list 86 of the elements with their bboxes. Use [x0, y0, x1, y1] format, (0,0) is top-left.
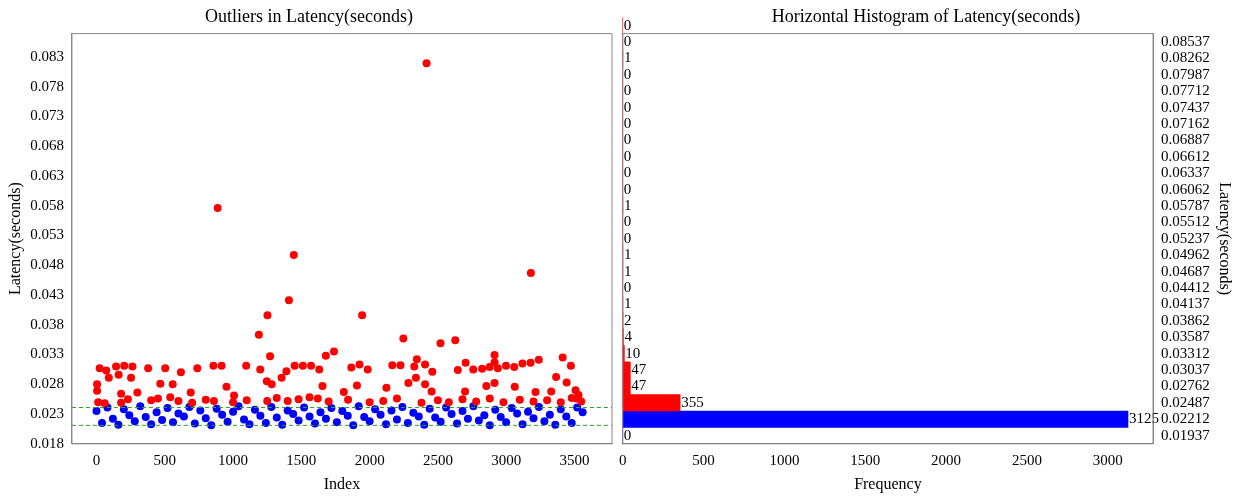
y-tick-label: 0.028 [30, 375, 64, 392]
y-tick-label: 0.03037 [1161, 360, 1211, 377]
data-label: 0 [623, 33, 632, 50]
y-tick-label: 0.03862 [1161, 311, 1210, 328]
y-tick-label: 0.058 [30, 196, 64, 213]
y-tick-label: 0.048 [30, 256, 64, 273]
y-tick-label: 0.08262 [1161, 49, 1210, 66]
x-tick-label: 3000 [491, 451, 522, 468]
y-tick-label: 0.02487 [1161, 393, 1211, 410]
x-axis-title: Frequency [854, 474, 922, 493]
y-tick-label: 0.06612 [1161, 147, 1210, 164]
y-tick-label: 0.018 [30, 434, 64, 451]
data-label: 0 [623, 279, 632, 295]
data-label: 1 [623, 262, 632, 279]
y-tick-label: 0.04962 [1161, 246, 1210, 263]
x-tick-label: 0 [92, 451, 101, 468]
y-tick-label: 0.06337 [1161, 164, 1211, 181]
y-tick-label: 0.068 [30, 137, 64, 154]
y-tick-label: 0.02212 [1161, 410, 1210, 427]
data-label: 0 [623, 82, 632, 99]
y-tick-label: 0.04137 [1161, 295, 1211, 312]
data-label: 4 [624, 328, 633, 345]
y-tick-label: 0.053 [30, 226, 64, 243]
x-tick-label: 2000 [354, 451, 385, 468]
x-tick-label: 3000 [1092, 451, 1123, 468]
data-label: 2 [624, 311, 632, 328]
y-tick-label: 0.023 [30, 404, 64, 421]
y-axis-title: Latency(seconds) [1216, 182, 1235, 296]
y-tick-label: 0.05512 [1161, 213, 1210, 230]
y-tick-label: 0.06887 [1161, 131, 1211, 148]
x-tick-label: 0 [619, 451, 627, 468]
y-tick-label: 0.04687 [1161, 262, 1211, 279]
chart-title: Outliers in Latency(seconds) [205, 5, 413, 27]
y-tick-label: 0.033 [30, 345, 64, 362]
data-label: 0 [623, 229, 632, 246]
data-label: 0 [623, 426, 632, 443]
data-label: 0 [623, 180, 632, 197]
data-label: 47 [631, 377, 647, 394]
x-tick-label: 2500 [422, 451, 453, 468]
data-label: 0 [623, 98, 632, 115]
y-tick-label: 0.03312 [1161, 344, 1210, 361]
x-tick-label: 2500 [1011, 451, 1042, 468]
x-tick-label: 500 [153, 451, 177, 468]
y-tick-label: 0.038 [30, 315, 64, 332]
data-label: 355 [681, 393, 704, 410]
x-tick-label: 1500 [286, 451, 317, 468]
y-tick-label: 0.03587 [1161, 328, 1211, 345]
x-tick-label: 1000 [769, 451, 800, 468]
y-tick-label: 0.07987 [1161, 65, 1211, 82]
y-tick-label: 0.05237 [1161, 229, 1211, 246]
x-tick-label: 2000 [931, 451, 962, 468]
data-label: 0 [623, 213, 632, 230]
data-label: 0 [623, 147, 632, 164]
data-label: 0 [623, 115, 632, 132]
y-tick-label: 0.08537 [1161, 33, 1211, 50]
x-tick-label: 3500 [559, 451, 590, 468]
y-tick-label: 0.05787 [1161, 197, 1211, 214]
y-tick-label: 0.083 [30, 47, 64, 64]
y-tick-label: 0.078 [30, 77, 64, 94]
data-label: 0 [623, 16, 632, 33]
data-label: 1 [623, 49, 632, 66]
data-label: 0 [623, 131, 632, 148]
y-tick-label: 0.04412 [1161, 279, 1210, 295]
data-label: 47 [631, 360, 647, 377]
data-label: 10 [625, 344, 641, 361]
x-tick-label: 1000 [218, 451, 249, 468]
y-tick-label: 0.043 [30, 285, 64, 302]
data-label: 0 [623, 65, 632, 82]
y-tick-label: 0.063 [30, 166, 64, 183]
data-label: 1 [623, 197, 632, 214]
x-tick-label: 1500 [850, 451, 881, 468]
y-axis-title: Latency(seconds) [5, 182, 24, 296]
y-tick-label: 0.07712 [1161, 82, 1210, 99]
chart-title: Horizontal Histogram of Latency(seconds) [771, 5, 1081, 27]
y-tick-label: 0.07162 [1161, 115, 1210, 132]
x-tick-label: 500 [692, 451, 715, 468]
data-label: 3125 [1128, 410, 1159, 427]
y-tick-label: 0.01937 [1161, 426, 1211, 443]
data-label: 1 [623, 295, 632, 312]
y-tick-label: 0.07437 [1161, 98, 1211, 115]
y-tick-label: 0.073 [30, 107, 64, 124]
y-tick-label: 0.02762 [1161, 377, 1210, 394]
data-label: 0 [623, 164, 632, 181]
data-label: 1 [623, 246, 632, 263]
x-axis-title: Index [323, 474, 361, 492]
y-tick-label: 0.06062 [1161, 180, 1210, 197]
